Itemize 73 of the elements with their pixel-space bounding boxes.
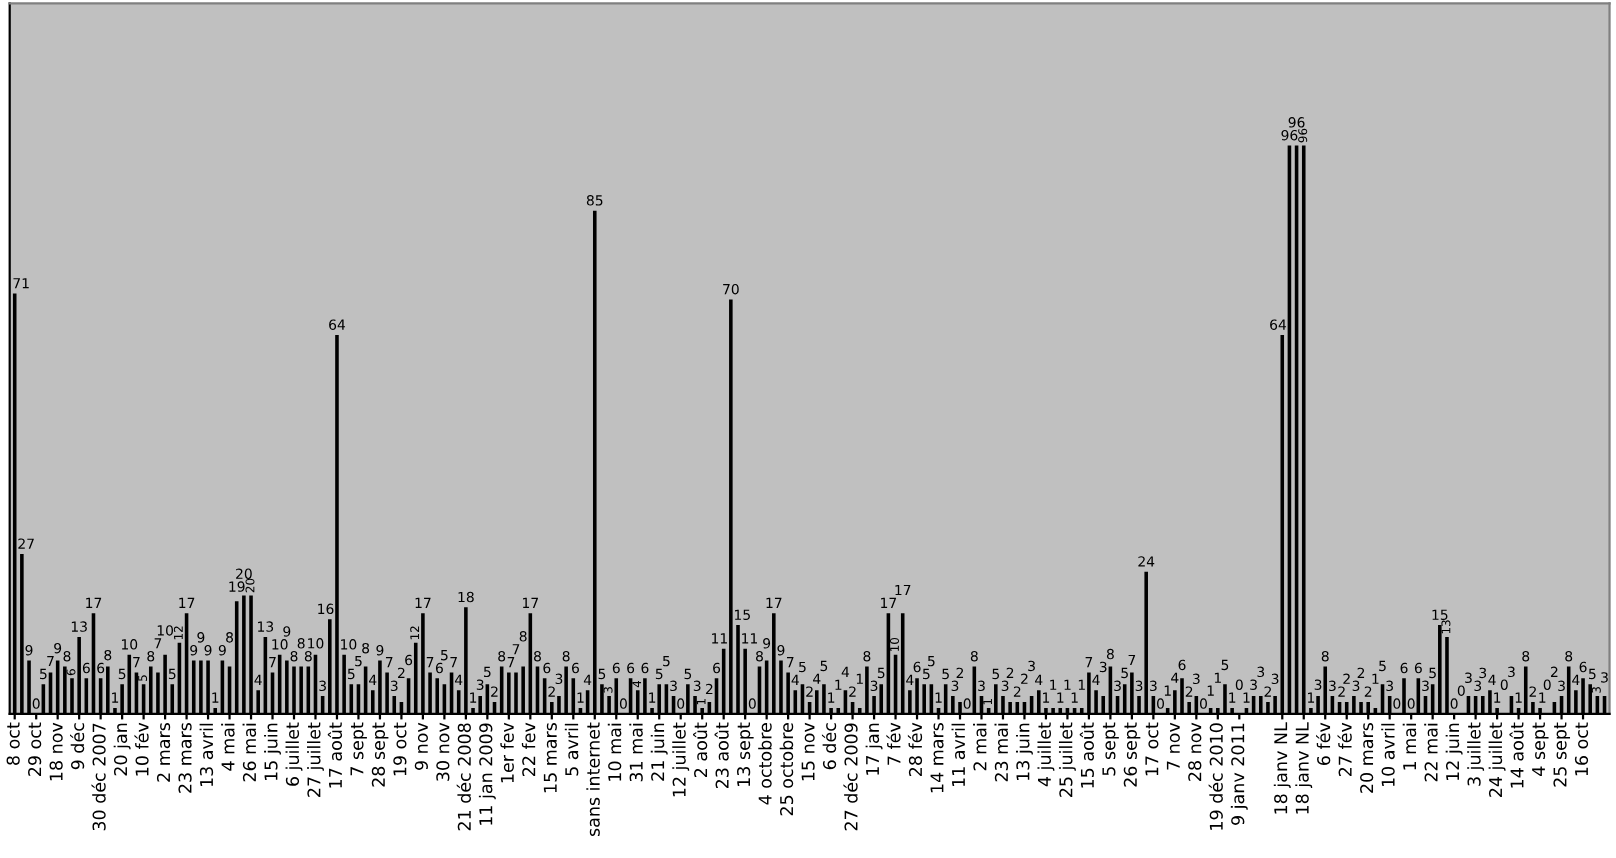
x-tick-label: 20 mars <box>1360 723 1374 793</box>
x-tick-label: 16 oct <box>1574 722 1589 776</box>
x-tick-label: 27 juillet <box>307 722 324 797</box>
x-tick-label: 2 mars <box>156 723 171 782</box>
x-tick-label: 20 jan <box>113 723 131 776</box>
x-tick-label: sans internet <box>586 722 600 837</box>
x-tick-label: 15 juin <box>264 723 281 780</box>
x-tick-label: 17 oct <box>1145 722 1159 776</box>
x-tick-label: 15 août <box>1079 722 1094 788</box>
x-tick-label: 22 fev <box>521 722 536 777</box>
x-tick-label: 4 mai <box>221 723 235 771</box>
x-tick-label: 10 avril <box>1381 723 1395 787</box>
x-tick-label: 22 mai <box>1424 723 1438 782</box>
x-tick-label: 4 juillet <box>1037 722 1055 787</box>
x-tick-label: 25 sept <box>1553 722 1571 787</box>
x-tick-label: 13 sept <box>737 722 754 786</box>
x-tick-label: 10 mai <box>607 723 622 781</box>
x-tick-label: 11 avril <box>951 723 966 787</box>
x-tick-label: 19 oct <box>393 722 407 776</box>
x-tick-label: 8 oct <box>6 722 20 765</box>
x-tick-label: 6 fév <box>1316 722 1331 765</box>
x-tick-label: 5 avril <box>564 723 579 776</box>
x-tick-label: 31 mai <box>629 723 643 782</box>
x-tick-label: 25 octobre <box>779 723 794 816</box>
x-tick-label: 7 fév <box>886 722 901 765</box>
x-tick-label: 4 octobre <box>758 723 772 805</box>
x-tick-label: 14 août <box>1509 722 1524 788</box>
x-tick-label: 7 nov <box>1166 722 1180 770</box>
x-tick-label: 7 sept <box>350 722 367 776</box>
x-tick-label: 19 déc 2010 <box>1208 723 1223 830</box>
x-tick-label: 15 nov <box>801 722 815 781</box>
x-tick-label: 9 janv 2011 <box>1230 723 1248 825</box>
x-tick-label: 21 déc 2008 <box>456 723 471 831</box>
x-tick-label: 13 avril <box>199 723 214 787</box>
x-tick-label: 23 mai <box>994 723 1009 782</box>
x-tick-label: 5 sept <box>1102 722 1119 776</box>
x-tick-label: 6 déc <box>821 723 837 770</box>
x-tick-label: 23 mars <box>178 723 192 793</box>
x-tick-label: 17 août <box>327 722 343 788</box>
x-tick-label: 12 juin <box>1445 723 1463 780</box>
x-tick-label: 10 fév <box>134 722 149 776</box>
x-tick-label: 1er fev <box>500 722 514 783</box>
x-tick-label: 13 juin <box>1015 723 1033 780</box>
x-tick-label: 30 nov <box>436 722 450 781</box>
x-tick-label: 9 nov <box>414 722 428 770</box>
x-tick-label: 14 mars <box>930 723 944 793</box>
x-tick-label: 17 jan <box>865 723 883 775</box>
x-tick-label: 18 nov <box>49 722 63 781</box>
x-tick-label: 30 déc 2007 <box>91 723 106 831</box>
x-tick-label: 25 juillet <box>1058 722 1076 797</box>
x-tick-label: 6 juillet <box>285 722 303 786</box>
x-tick-label: 27 déc 2009 <box>843 723 858 831</box>
x-tick-label: 2 août <box>693 722 708 777</box>
x-tick-label: 12 juillet <box>672 722 690 797</box>
x-tick-label: 28 sept <box>371 722 389 787</box>
x-tick-label: 2 mai <box>973 723 987 771</box>
x-tick-label: 27 fév <box>1337 722 1352 777</box>
x-tick-label: 28 fév <box>907 722 923 777</box>
x-tick-label: 29 oct <box>28 722 42 776</box>
x-tick-label: 4 sept <box>1532 722 1549 776</box>
x-tick-label: 18 janv NL <box>1295 722 1313 814</box>
x-tick-label: 26 mai <box>242 723 257 782</box>
x-tick-label: 3 juillet <box>1467 722 1485 786</box>
x-tick-label: 21 juin <box>650 723 668 781</box>
x-tick-label: 28 nov <box>1188 722 1202 781</box>
x-tick-label: 11 jan 2009 <box>478 723 496 825</box>
x-tick-label: 9 déc <box>69 723 85 770</box>
x-tick-label: 23 août <box>714 722 729 789</box>
x-tick-label: 1 mai <box>1402 723 1417 770</box>
x-tick-label: 24 juillet <box>1488 722 1506 797</box>
x-tick-label: 18 janv NL <box>1273 722 1291 814</box>
x-tick-label: 26 sept <box>1123 722 1141 787</box>
x-tick-label: 15 mars <box>543 723 557 793</box>
